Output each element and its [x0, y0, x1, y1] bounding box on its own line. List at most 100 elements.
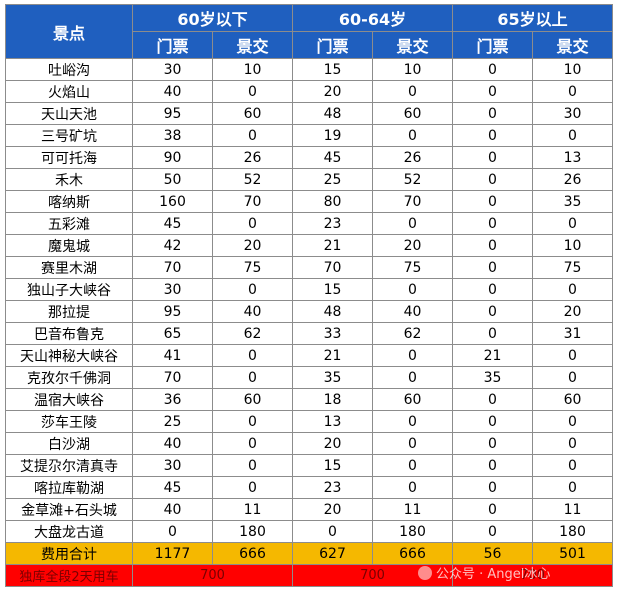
total-cell: 501 [532, 542, 613, 565]
spot-name: 独山子大峡谷 [5, 278, 133, 301]
shuttle-price: 0 [212, 278, 293, 301]
ticket-price: 95 [132, 300, 213, 323]
ticket-price: 15 [292, 454, 373, 477]
spot-name: 天山天池 [5, 102, 133, 125]
ticket-price: 0 [452, 58, 533, 81]
ticket-price: 45 [132, 476, 213, 499]
shuttle-price: 0 [212, 344, 293, 367]
shuttle-price: 0 [372, 432, 453, 455]
shuttle-price: 0 [532, 344, 613, 367]
table-row: 禾木 50 52 25 52 0 26 [5, 168, 613, 191]
table-row: 可可托海 90 26 45 26 0 13 [5, 146, 613, 169]
spot-name: 大盘龙古道 [5, 520, 133, 543]
ticket-price: 0 [452, 498, 533, 521]
ticket-price: 21 [292, 234, 373, 257]
shuttle-price: 20 [372, 234, 453, 257]
car-rental-label: 独库全段2天用车 [5, 564, 133, 587]
ticket-price: 36 [132, 388, 213, 411]
header-shuttle: 景交 [532, 31, 613, 59]
shuttle-price: 0 [532, 366, 613, 389]
shuttle-price: 26 [372, 146, 453, 169]
ticket-price: 25 [132, 410, 213, 433]
ticket-price: 23 [292, 212, 373, 235]
shuttle-price: 10 [212, 58, 293, 81]
ticket-price: 0 [452, 454, 533, 477]
ticket-price: 70 [132, 256, 213, 279]
ticket-price: 40 [132, 498, 213, 521]
shuttle-price: 60 [212, 102, 293, 125]
spot-name: 三号矿坑 [5, 124, 133, 147]
shuttle-price: 0 [212, 454, 293, 477]
ticket-price: 0 [452, 124, 533, 147]
ticket-price: 0 [452, 234, 533, 257]
ticket-price: 38 [132, 124, 213, 147]
shuttle-price: 52 [212, 168, 293, 191]
shuttle-price: 70 [372, 190, 453, 213]
header-group-over-65: 65岁以上 [452, 4, 613, 32]
shuttle-price: 60 [372, 102, 453, 125]
ticket-price: 18 [292, 388, 373, 411]
car-rental-cell: 700 [292, 564, 453, 587]
total-row: 费用合计 1177 666 627 666 56 501 [5, 542, 613, 565]
shuttle-price: 0 [372, 410, 453, 433]
shuttle-price: 0 [372, 454, 453, 477]
header-group-under-60: 60岁以下 [132, 4, 293, 32]
ticket-price: 41 [132, 344, 213, 367]
shuttle-price: 180 [372, 520, 453, 543]
table-row: 天山天池 95 60 48 60 0 30 [5, 102, 613, 125]
ticket-price: 0 [452, 212, 533, 235]
ticket-price: 15 [292, 58, 373, 81]
shuttle-price: 10 [372, 58, 453, 81]
ticket-price: 0 [452, 322, 533, 345]
spot-name: 魔鬼城 [5, 234, 133, 257]
shuttle-price: 0 [532, 212, 613, 235]
price-table-container: 景点 60岁以下 60-64岁 65岁以上 门票 景交 门票 景交 门票 景交 … [5, 4, 613, 587]
table-row: 赛里木湖 70 75 70 75 0 75 [5, 256, 613, 279]
shuttle-price: 60 [532, 388, 613, 411]
ticket-price: 0 [452, 410, 533, 433]
spot-name: 巴音布鲁克 [5, 322, 133, 345]
shuttle-price: 70 [212, 190, 293, 213]
ticket-price: 0 [452, 146, 533, 169]
shuttle-price: 0 [372, 80, 453, 103]
header-spot: 景点 [5, 4, 133, 59]
table-row: 吐峪沟 30 10 15 10 0 10 [5, 58, 613, 81]
shuttle-price: 0 [212, 410, 293, 433]
ticket-price: 30 [132, 58, 213, 81]
table-body: 吐峪沟 30 10 15 10 0 10 火焰山 40 0 20 0 0 0 天山天池 95 60 48 60 0 30… [5, 58, 613, 587]
shuttle-price: 11 [372, 498, 453, 521]
spot-name: 白沙湖 [5, 432, 133, 455]
ticket-price: 19 [292, 124, 373, 147]
shuttle-price: 0 [212, 432, 293, 455]
ticket-price: 0 [452, 256, 533, 279]
ticket-price: 0 [132, 520, 213, 543]
total-cell: 666 [372, 542, 453, 565]
ticket-price: 45 [132, 212, 213, 235]
table-row: 魔鬼城 42 20 21 20 0 10 [5, 234, 613, 257]
ticket-price: 30 [132, 454, 213, 477]
shuttle-price: 0 [372, 366, 453, 389]
shuttle-price: 40 [372, 300, 453, 323]
total-cell: 56 [452, 542, 533, 565]
spot-name: 火焰山 [5, 80, 133, 103]
table-row: 克孜尔千佛洞 70 0 35 0 35 0 [5, 366, 613, 389]
table-row: 白沙湖 40 0 20 0 0 0 [5, 432, 613, 455]
shuttle-price: 11 [212, 498, 293, 521]
ticket-price: 0 [452, 190, 533, 213]
ticket-price: 48 [292, 300, 373, 323]
shuttle-price: 10 [532, 58, 613, 81]
ticket-price: 0 [452, 476, 533, 499]
scenic-price-table: 景点 60岁以下 60-64岁 65岁以上 门票 景交 门票 景交 门票 景交 … [5, 4, 613, 587]
shuttle-price: 0 [532, 278, 613, 301]
ticket-price: 45 [292, 146, 373, 169]
ticket-price: 70 [292, 256, 373, 279]
ticket-price: 33 [292, 322, 373, 345]
header-ticket: 门票 [292, 31, 373, 59]
shuttle-price: 0 [372, 124, 453, 147]
shuttle-price: 0 [372, 476, 453, 499]
header-ticket: 门票 [132, 31, 213, 59]
shuttle-price: 0 [532, 80, 613, 103]
shuttle-price: 26 [532, 168, 613, 191]
ticket-price: 90 [132, 146, 213, 169]
shuttle-price: 0 [532, 476, 613, 499]
